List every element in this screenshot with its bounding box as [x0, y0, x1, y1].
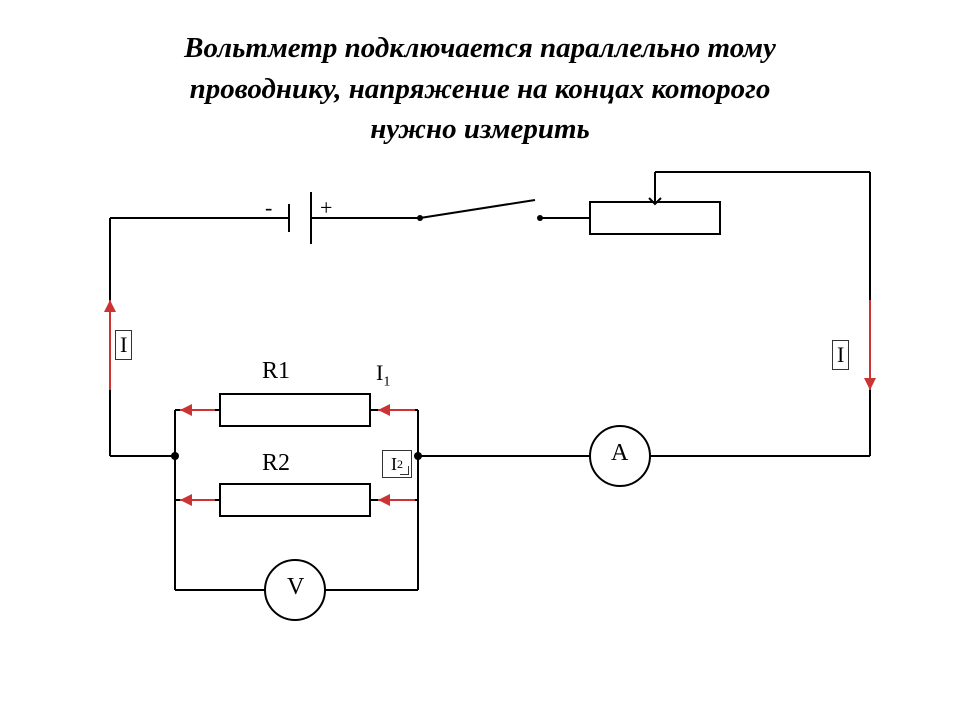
switch-symbol — [417, 200, 543, 221]
i-left-label: I — [115, 330, 132, 360]
circuit-diagram — [0, 0, 960, 720]
i1-label: I1 — [376, 360, 390, 390]
battery-plus-label: + — [320, 195, 332, 221]
ammeter-label: A — [611, 440, 628, 467]
r2-label: R2 — [262, 450, 290, 477]
resistor-r2 — [220, 484, 370, 516]
rheostat-symbol — [590, 172, 870, 234]
branch-voltmeter — [175, 500, 418, 620]
resistor-r1 — [220, 394, 370, 426]
i2-label-box: I2 — [382, 450, 412, 478]
i-right-label: I — [832, 340, 849, 370]
battery-symbol — [289, 192, 311, 244]
branch-r1 — [175, 394, 418, 456]
voltmeter-label: V — [287, 574, 304, 601]
battery-minus-label: - — [265, 195, 272, 221]
r1-label: R1 — [262, 358, 290, 385]
